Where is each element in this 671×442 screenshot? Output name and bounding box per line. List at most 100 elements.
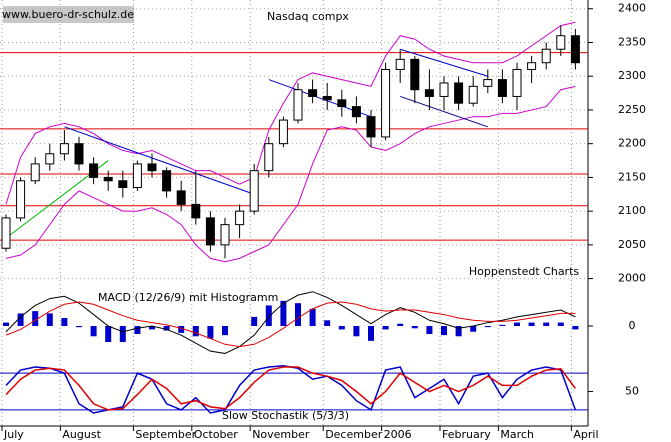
candle-body bbox=[220, 224, 230, 246]
candle-body bbox=[118, 180, 128, 189]
histogram-bar bbox=[163, 326, 170, 331]
panel-title: Slow Stochastik (5/3/3) bbox=[222, 409, 349, 422]
histogram-bar bbox=[514, 322, 520, 326]
candle-body bbox=[381, 68, 391, 138]
y-tick-label: 0 bbox=[629, 319, 636, 332]
source-label: Hoppenstedt Charts bbox=[469, 265, 580, 278]
histogram-bar bbox=[338, 326, 345, 330]
candle-body bbox=[103, 176, 113, 182]
y-tick-label: 2400 bbox=[618, 2, 646, 15]
candle-body bbox=[59, 143, 69, 155]
candle-body bbox=[410, 58, 420, 91]
histogram-bar bbox=[295, 303, 301, 326]
histogram-bar bbox=[46, 313, 53, 326]
chart-title: Nasdaq compx bbox=[267, 10, 349, 23]
candle-body bbox=[235, 210, 245, 226]
candle-body bbox=[322, 95, 332, 101]
candle-body bbox=[483, 79, 493, 87]
candle-body bbox=[351, 106, 361, 118]
histogram-bar bbox=[484, 326, 491, 328]
histogram-bar bbox=[426, 326, 433, 334]
histogram-bar bbox=[119, 326, 126, 342]
x-tick-label: April bbox=[573, 428, 598, 441]
candle-body bbox=[16, 180, 26, 219]
histogram-bar bbox=[557, 322, 564, 326]
candle-body bbox=[556, 35, 566, 50]
candle-body bbox=[176, 190, 186, 205]
trendline bbox=[400, 48, 488, 77]
candle-body bbox=[89, 163, 99, 178]
candle-body bbox=[541, 48, 551, 64]
y-tick-label: 2150 bbox=[618, 170, 646, 183]
candle-body bbox=[278, 119, 288, 145]
x-tick-label: October bbox=[194, 428, 238, 441]
histogram-bar bbox=[528, 322, 535, 326]
candle-body bbox=[293, 89, 303, 121]
candle-body bbox=[527, 62, 537, 70]
watermark: www.buero-dr-schulz.de bbox=[2, 8, 134, 21]
candle-body bbox=[147, 163, 157, 172]
histogram-bar bbox=[309, 308, 316, 326]
x-tick-label: December bbox=[325, 428, 383, 441]
y-tick-label: 2250 bbox=[618, 103, 646, 116]
x-tick-label: November bbox=[252, 428, 310, 441]
x-tick-label: July bbox=[3, 428, 24, 441]
candle-body bbox=[249, 170, 259, 212]
histogram-bar bbox=[178, 326, 185, 333]
histogram-bar bbox=[382, 326, 389, 330]
candle-body bbox=[264, 143, 274, 172]
y-tick-label: 2350 bbox=[618, 35, 646, 48]
histogram-bar bbox=[192, 326, 199, 337]
histogram-bar bbox=[543, 322, 550, 326]
x-tick-label: 2006 bbox=[384, 428, 412, 441]
y-tick-label: 2100 bbox=[618, 204, 646, 217]
histogram-bar bbox=[222, 326, 228, 336]
candle-body bbox=[512, 68, 522, 97]
signal-line bbox=[5, 301, 576, 348]
bollinger-upper bbox=[5, 21, 576, 205]
histogram-bar bbox=[134, 326, 141, 334]
histogram-bar bbox=[499, 324, 506, 326]
candle-body bbox=[337, 99, 347, 108]
histogram-bar bbox=[353, 326, 360, 337]
histogram-bar bbox=[397, 323, 404, 326]
histogram-bar bbox=[17, 313, 24, 326]
histogram-bar bbox=[3, 322, 9, 326]
candle-body bbox=[45, 153, 55, 165]
histogram-bar bbox=[149, 326, 155, 330]
candle-body bbox=[30, 163, 40, 182]
macd-line bbox=[5, 291, 576, 354]
candle-body bbox=[497, 79, 507, 97]
candle-body bbox=[132, 163, 142, 189]
histogram-bar bbox=[105, 326, 112, 342]
y-tick-label: 2200 bbox=[618, 137, 646, 150]
panel-title: MACD (12/26/9) mit Histogramm bbox=[98, 291, 278, 304]
candle-body bbox=[454, 82, 464, 104]
y-tick-label: 2050 bbox=[618, 238, 646, 251]
histogram-bar bbox=[368, 326, 374, 341]
histogram-bar bbox=[324, 320, 331, 326]
x-tick-label: March bbox=[500, 428, 534, 441]
candle-body bbox=[162, 170, 172, 192]
histogram-bar bbox=[61, 318, 68, 326]
bollinger-lower bbox=[5, 85, 576, 263]
x-tick-label: February bbox=[442, 428, 491, 441]
histogram-bar bbox=[207, 326, 214, 339]
candle-body bbox=[205, 217, 215, 246]
candle-body bbox=[1, 217, 11, 249]
histogram-bar bbox=[76, 326, 82, 328]
histogram-bar bbox=[470, 326, 477, 332]
x-tick-label: August bbox=[62, 428, 101, 441]
histogram-bar bbox=[280, 300, 287, 326]
histogram-bar bbox=[441, 326, 447, 336]
candle-body bbox=[424, 89, 434, 97]
candle-body bbox=[191, 203, 201, 219]
candle-body bbox=[468, 85, 478, 104]
candle-body bbox=[74, 143, 84, 165]
watermark-box bbox=[3, 6, 134, 23]
y-tick-label: 2000 bbox=[618, 272, 646, 285]
histogram-bar bbox=[265, 305, 272, 326]
candle-body bbox=[366, 116, 376, 138]
